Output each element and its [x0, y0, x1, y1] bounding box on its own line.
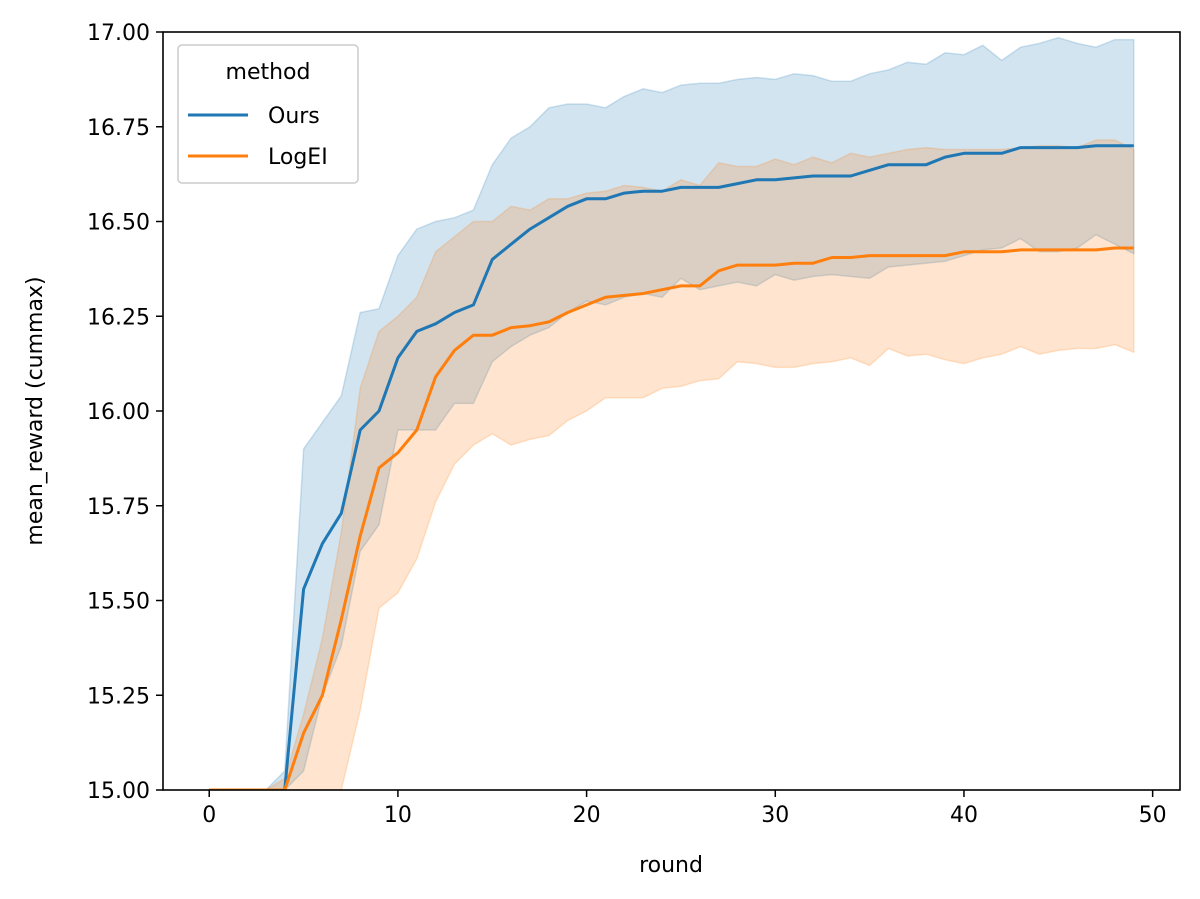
- legend-box: [177, 44, 359, 184]
- y-tick-label: 15.00: [87, 779, 150, 804]
- y-axis-label: mean_reward (cummax): [23, 276, 48, 545]
- series-lines: [209, 144, 1134, 790]
- y-tick-label: 16.75: [87, 116, 150, 141]
- y-tick-label: 17.00: [87, 21, 150, 46]
- line-ours: [209, 144, 1134, 790]
- legend-label-ours: Ours: [268, 104, 320, 129]
- legend: method Ours LogEI: [177, 44, 359, 184]
- legend-label-logei: LogEI: [268, 145, 328, 170]
- y-tick-label: 16.50: [87, 211, 150, 236]
- y-tick-label: 15.25: [87, 684, 150, 709]
- legend-title: method: [226, 60, 311, 85]
- x-tick-label: 40: [950, 803, 978, 828]
- band-logei: [209, 139, 1135, 790]
- y-tick-label: 16.00: [87, 400, 150, 425]
- y-tick-label: 16.25: [87, 305, 150, 330]
- x-tick-label: 50: [1139, 803, 1167, 828]
- x-tick-label: 0: [202, 803, 216, 828]
- x-axis: 0 10 20 30 40 50: [202, 790, 1167, 828]
- x-tick-label: 30: [761, 803, 789, 828]
- x-axis-label: round: [639, 853, 703, 878]
- y-tick-label: 15.75: [87, 495, 150, 520]
- line-logei: [209, 246, 1134, 790]
- y-axis: 15.00 15.25 15.50 15.75 16.00 16.25 16.50 16.75…: [87, 21, 163, 804]
- y-tick-label: 15.50: [87, 590, 150, 615]
- x-tick-label: 10: [384, 803, 412, 828]
- x-tick-label: 20: [573, 803, 601, 828]
